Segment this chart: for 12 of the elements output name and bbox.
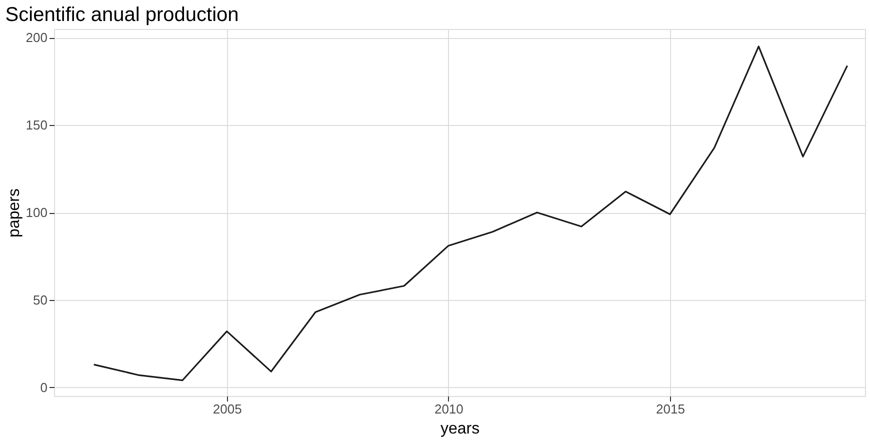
line-series [93, 46, 848, 382]
x-tick-label: 2015 [656, 402, 685, 416]
y-tick-label: 100 [26, 205, 48, 220]
x-tick-label: 2010 [434, 402, 464, 416]
y-tick-label: 0 [40, 380, 48, 395]
y-tick-label: 150 [26, 118, 48, 133]
y-tick-label: 200 [26, 30, 48, 46]
y-axis-title: papers [6, 188, 23, 238]
y-tick-label: 50 [33, 292, 48, 308]
chart-title: Scientific anual production [5, 4, 239, 26]
x-tick-label: 2005 [212, 402, 242, 416]
x-axis-title: years [440, 420, 480, 438]
